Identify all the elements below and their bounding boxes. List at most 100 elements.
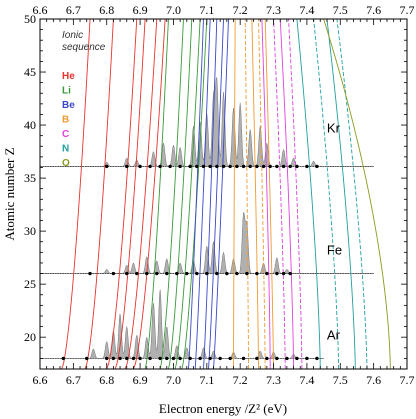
x-tick-label-top: 7.3 [266,3,281,17]
line-marker [235,271,239,276]
line-marker [135,271,139,276]
line-marker [281,164,286,169]
y-tick-label: 20 [24,330,36,344]
y-tick-label: 50 [24,12,36,26]
sequence-line-he [132,19,166,369]
line-marker [131,356,136,361]
sequence-line-b [264,19,274,369]
x-tick-label-top: 6.6 [33,3,48,17]
sequence-line-he [84,19,114,369]
sequence-line-li [159,19,184,369]
line-marker [205,271,209,276]
sequence-line-n [313,19,340,369]
sequence-line-be [194,19,211,369]
sequence-line-c [288,19,303,369]
line-marker [188,164,192,169]
line-marker [215,164,219,169]
line-marker [148,164,152,169]
sequence-line-b [258,19,266,369]
x-tick-label-top: 7.1 [199,3,214,17]
line-marker [305,356,309,361]
line-marker [221,164,226,169]
line-marker [118,356,122,361]
sequence-line-n [336,19,368,369]
line-marker [265,356,269,361]
line-marker [185,271,189,276]
x-tick-label: 6.6 [33,373,48,387]
sequence-line-li [174,19,201,369]
line-marker [195,164,199,169]
x-tick-label-top: 6.7 [66,3,81,17]
sequence-line-c [279,19,295,369]
x-tick-label: 6.8 [99,373,114,387]
sequence-line-he [114,19,146,369]
y-tick-label: 30 [24,224,36,238]
line-marker [105,164,109,169]
line-marker [165,271,169,276]
y-tick-label: 45 [24,65,36,79]
line-marker [218,356,222,361]
line-marker [148,356,152,361]
x-tick-label-top: 7.7 [400,3,415,17]
line-marker [235,164,239,169]
line-marker [315,164,319,169]
x-tick-label: 7.1 [199,373,214,387]
sequence-line-n [326,19,356,369]
line-marker [138,356,142,361]
sequence-line-c [261,19,271,369]
line-marker [158,164,162,169]
sequence-line-b [233,19,236,369]
line-marker [285,356,289,361]
element-label-fe: Fe [327,242,342,257]
x-tick-label-top: 7.0 [166,3,181,17]
sequence-line-be [213,19,229,369]
legend-title-line1: Ionic [62,30,83,41]
line-marker [248,164,252,169]
line-marker [145,271,149,276]
x-tick-label: 7.3 [266,373,281,387]
sequence-line-b [251,19,259,369]
sequence-line-li [168,19,193,369]
line-marker [225,271,229,276]
line-marker [155,271,159,276]
x-tick-label-top: 7.2 [233,3,248,17]
x-tick-label-top: 6.9 [133,3,148,17]
sequence-line-c [273,19,286,369]
line-marker [288,271,292,276]
sequence-line-he [106,19,138,369]
line-marker [178,164,182,169]
line-marker [178,356,182,361]
line-marker [125,164,129,169]
line-marker [125,271,129,276]
line-marker [255,164,259,169]
x-tick-labels-bottom: 6.6 6.7 6.8 6.9 7.0 7.1 7.2 7.3 7.4 7.5 7.6 7.7 [33,373,415,387]
legend-entry-b: B [62,115,69,126]
line-marker [255,356,259,361]
line-marker [241,164,246,169]
line-marker [215,271,219,276]
line-marker [88,271,92,276]
line-marker [195,271,199,276]
line-marker [105,356,109,361]
y-axis-title: Atomic number Z [2,147,17,240]
x-tick-label: 6.9 [133,373,148,387]
x-axis-title: Electron energy /Z² (eV) [159,401,287,416]
sequence-line-n [296,19,321,369]
line-marker [228,356,232,361]
y-tick-label: 25 [24,277,36,291]
line-marker [288,164,292,169]
plot-background [40,19,407,369]
line-marker [111,271,116,276]
line-marker [261,164,266,169]
line-marker [201,164,206,169]
line-marker [315,356,319,361]
sequence-line-b [244,19,249,369]
element-label-ar: Ar [327,327,341,342]
line-marker [111,356,116,361]
x-tick-label: 7.5 [333,373,348,387]
line-marker [275,271,279,276]
x-tick-label: 7.0 [166,373,181,387]
legend-entry-be: Be [62,100,75,111]
line-marker [208,356,212,361]
